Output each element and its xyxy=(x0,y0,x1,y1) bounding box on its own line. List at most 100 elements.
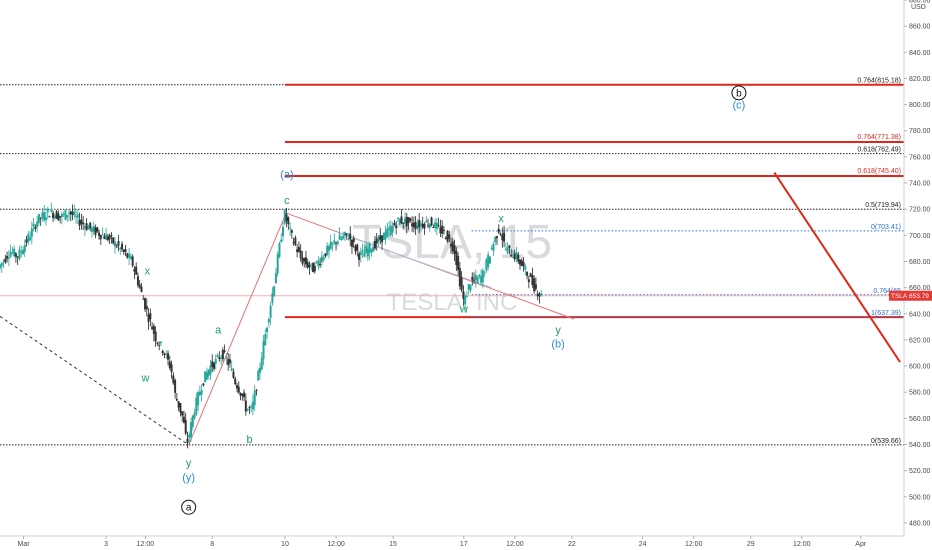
candle-body xyxy=(216,355,219,357)
candle-body xyxy=(455,250,458,265)
last-price-tag: TSLA 653.79 xyxy=(889,290,932,301)
candle-body xyxy=(356,244,359,251)
candle-body xyxy=(161,350,164,354)
candle-body xyxy=(149,313,152,320)
candle-body xyxy=(534,284,537,289)
candle-body xyxy=(80,219,83,224)
candle-body xyxy=(446,230,449,242)
candle-body xyxy=(435,222,438,230)
candle-body xyxy=(517,254,520,262)
candle-body xyxy=(405,216,408,227)
candle-body xyxy=(209,365,212,375)
x-tick-label: 15 xyxy=(389,541,397,548)
candle-body xyxy=(524,266,527,270)
candle-body xyxy=(73,211,76,216)
trend-lines xyxy=(0,172,901,446)
candle-body xyxy=(490,248,493,250)
candle-body xyxy=(39,217,42,219)
y-tick-label: 620.00 xyxy=(909,337,931,344)
candle-body xyxy=(4,258,7,263)
candle-body xyxy=(366,248,369,257)
candle-body xyxy=(167,353,170,360)
candle-body xyxy=(25,239,28,243)
circled-wave-label: a xyxy=(186,503,192,514)
candle-body xyxy=(285,214,288,222)
candle-body xyxy=(276,254,279,274)
y-tick-label: 600.00 xyxy=(909,364,931,371)
candle-body xyxy=(529,273,532,277)
candle-body xyxy=(373,241,376,249)
candle-body xyxy=(108,235,111,240)
candle-body xyxy=(430,217,433,226)
candle-body xyxy=(310,263,313,265)
candle-body xyxy=(434,222,437,228)
x-tick-label: 29 xyxy=(747,541,755,548)
candle-body xyxy=(365,246,368,253)
candle-body xyxy=(301,257,304,264)
candle-body xyxy=(496,236,499,239)
candle-body xyxy=(195,397,198,414)
candle-body xyxy=(329,241,332,249)
candle-body xyxy=(488,256,491,264)
candle-body xyxy=(494,236,497,243)
candle-body xyxy=(78,220,81,226)
y-tick-label: 880.00 xyxy=(909,0,931,5)
wave-label: b xyxy=(247,434,253,446)
trend-line-up xyxy=(188,212,287,446)
circled-wave-ring xyxy=(181,499,197,515)
candle-body xyxy=(313,265,316,272)
candle-body xyxy=(464,295,467,305)
candle-body xyxy=(57,213,60,221)
candle-body xyxy=(246,408,249,411)
y-tick-label: 680.00 xyxy=(909,259,931,266)
candle-body xyxy=(499,233,502,235)
candle-body xyxy=(400,216,403,224)
candle-body xyxy=(7,257,10,259)
candle-body xyxy=(202,383,205,386)
candle-body xyxy=(407,217,410,224)
y-tick-label: 700.00 xyxy=(909,233,931,240)
fib-level-label: 0.618(762.49) xyxy=(857,147,901,154)
y-tick-label: 800.00 xyxy=(909,102,931,109)
candle-body xyxy=(527,279,530,283)
candle-body xyxy=(388,228,391,230)
candle-body xyxy=(457,255,460,270)
wave-label: y xyxy=(555,324,561,336)
candle-body xyxy=(250,406,253,408)
candle-body xyxy=(299,250,302,259)
candle-body xyxy=(418,220,421,228)
candle-body xyxy=(43,212,46,221)
candle-body xyxy=(319,264,322,266)
candle-body xyxy=(522,261,525,267)
candle-body xyxy=(372,246,375,252)
candle-body xyxy=(239,393,242,396)
x-tick-label: 8 xyxy=(210,541,214,548)
y-tick-label: 840.00 xyxy=(909,50,931,57)
candle-body xyxy=(396,217,399,219)
candle-body xyxy=(520,260,523,267)
wave-label: (b) xyxy=(551,339,564,351)
candle-body xyxy=(50,209,53,212)
time-axis[interactable]: Mar 3 12:00 8 10 12:00 15 17 12:00 22 24 12:00 29 12:… xyxy=(0,535,904,548)
candle-body xyxy=(347,238,350,240)
candle-body xyxy=(266,327,269,333)
candlesticks xyxy=(0,202,543,449)
candle-body xyxy=(416,225,419,229)
candle-body xyxy=(145,305,148,310)
candle-body xyxy=(480,276,483,283)
candle-body xyxy=(306,262,309,268)
candle-body xyxy=(342,235,345,239)
fib-level-label-blue: 0.764(65 xyxy=(873,288,901,295)
candle-body xyxy=(258,367,261,373)
fib-level-label: 0.764(815.18) xyxy=(857,78,901,85)
candle-body xyxy=(223,350,226,352)
trend-line-inner xyxy=(337,232,492,289)
candle-body xyxy=(533,278,536,292)
y-tick-label: 720.00 xyxy=(909,207,931,214)
y-tick-label: 740.00 xyxy=(909,181,931,188)
candle-body xyxy=(386,228,389,236)
candle-body xyxy=(404,218,407,224)
candle-body xyxy=(41,212,44,218)
price-axis[interactable]: USD 480.00 500.00 520.00 540.00 560.00 580.00… xyxy=(889,0,932,536)
